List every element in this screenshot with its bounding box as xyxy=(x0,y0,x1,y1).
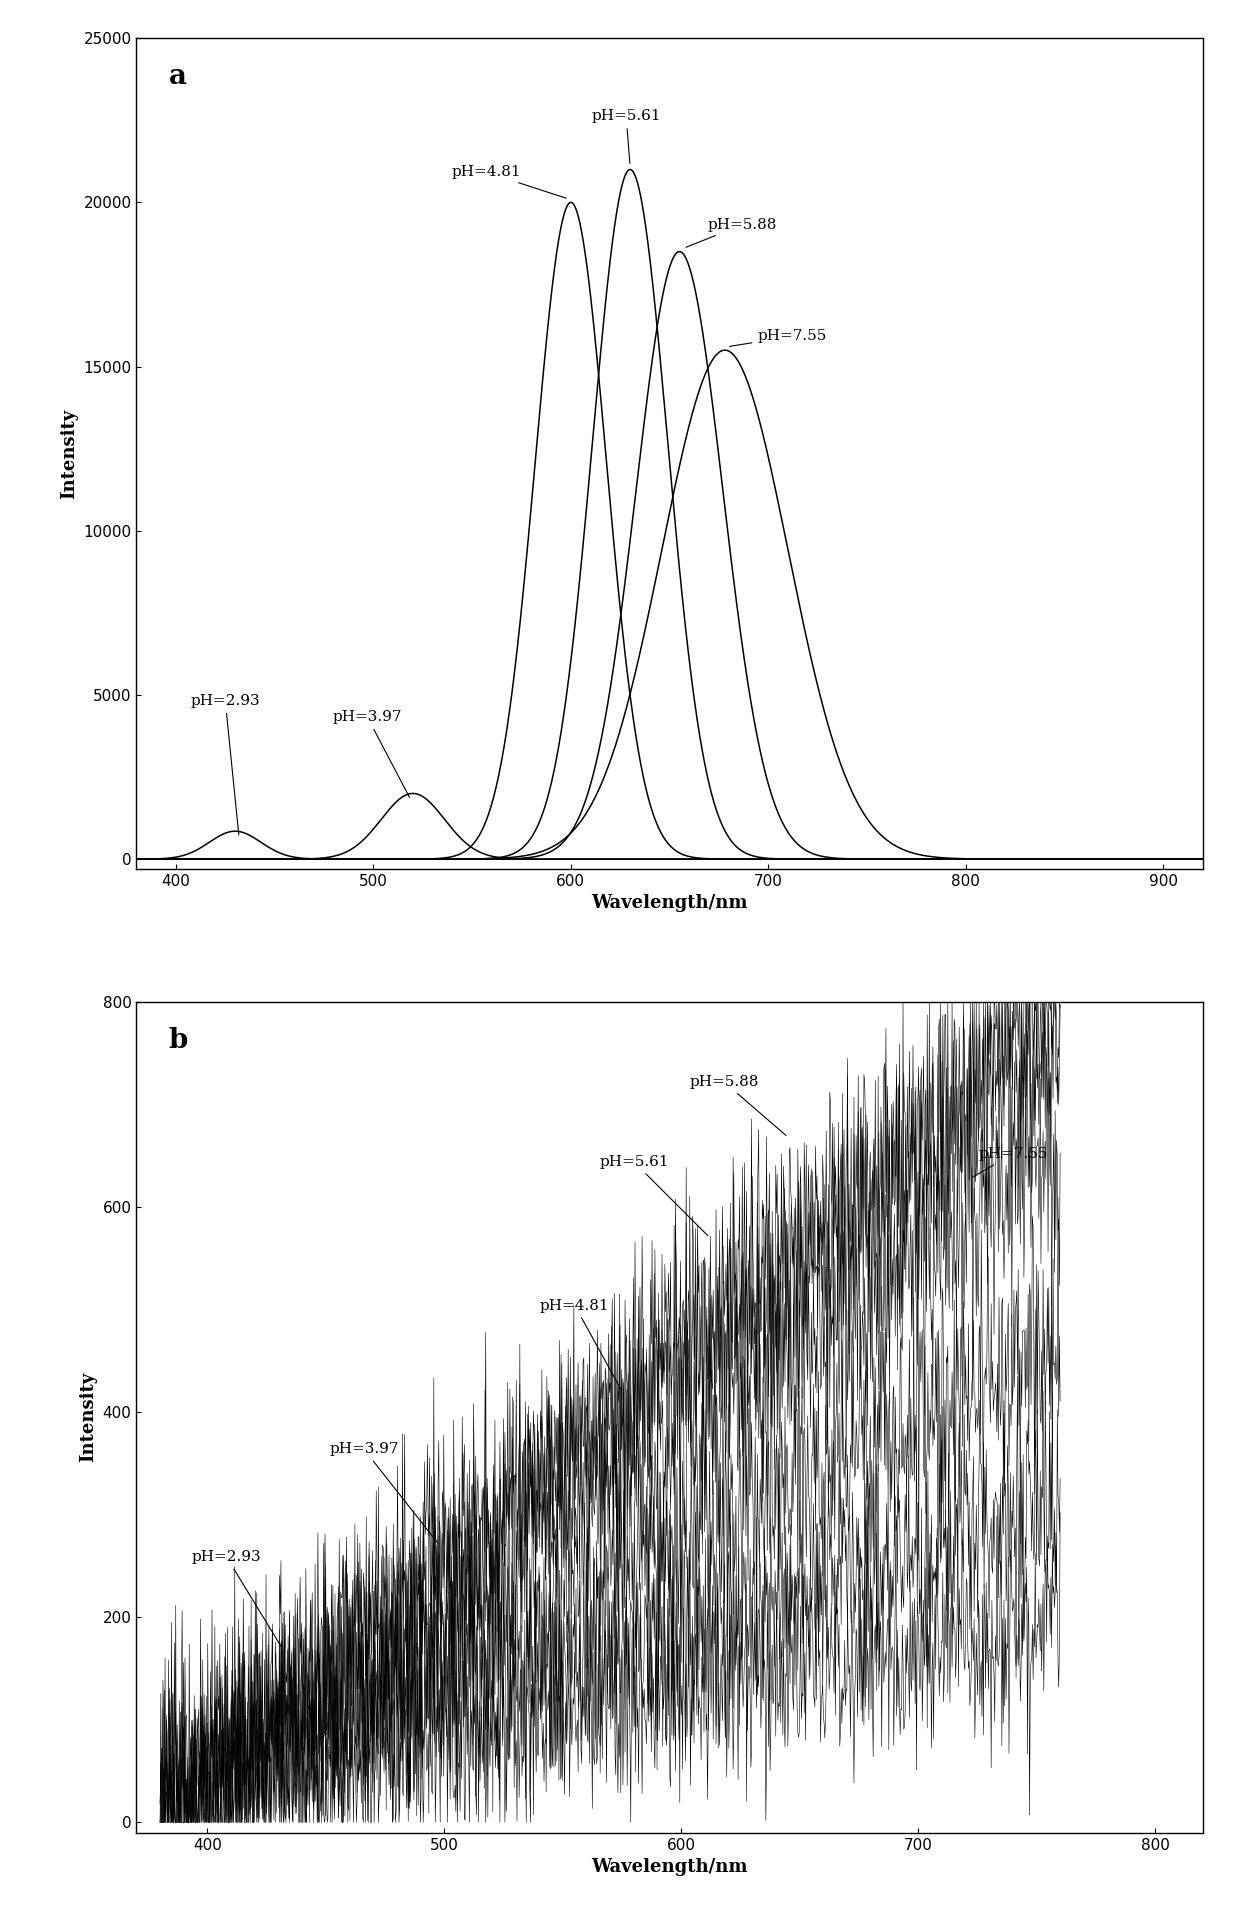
Text: pH=2.93: pH=2.93 xyxy=(192,1550,281,1647)
Text: pH=4.81: pH=4.81 xyxy=(451,164,567,199)
Text: pH=5.61: pH=5.61 xyxy=(591,109,661,164)
Y-axis label: Intensity: Intensity xyxy=(79,1373,97,1462)
Text: pH=5.61: pH=5.61 xyxy=(599,1155,708,1235)
Text: pH=3.97: pH=3.97 xyxy=(332,710,409,798)
Text: pH=4.81: pH=4.81 xyxy=(539,1298,621,1390)
Text: pH=5.88: pH=5.88 xyxy=(686,218,777,248)
Text: pH=2.93: pH=2.93 xyxy=(191,693,260,834)
Y-axis label: Intensity: Intensity xyxy=(60,409,78,498)
Text: pH=7.55: pH=7.55 xyxy=(973,1147,1048,1176)
Text: pH=3.97: pH=3.97 xyxy=(329,1441,438,1542)
Text: pH=5.88: pH=5.88 xyxy=(689,1075,786,1136)
Text: b: b xyxy=(169,1027,187,1054)
X-axis label: Wavelength/nm: Wavelength/nm xyxy=(591,1857,748,1877)
Text: pH=7.55: pH=7.55 xyxy=(729,328,827,346)
X-axis label: Wavelength/nm: Wavelength/nm xyxy=(591,893,748,913)
Text: a: a xyxy=(169,63,186,90)
